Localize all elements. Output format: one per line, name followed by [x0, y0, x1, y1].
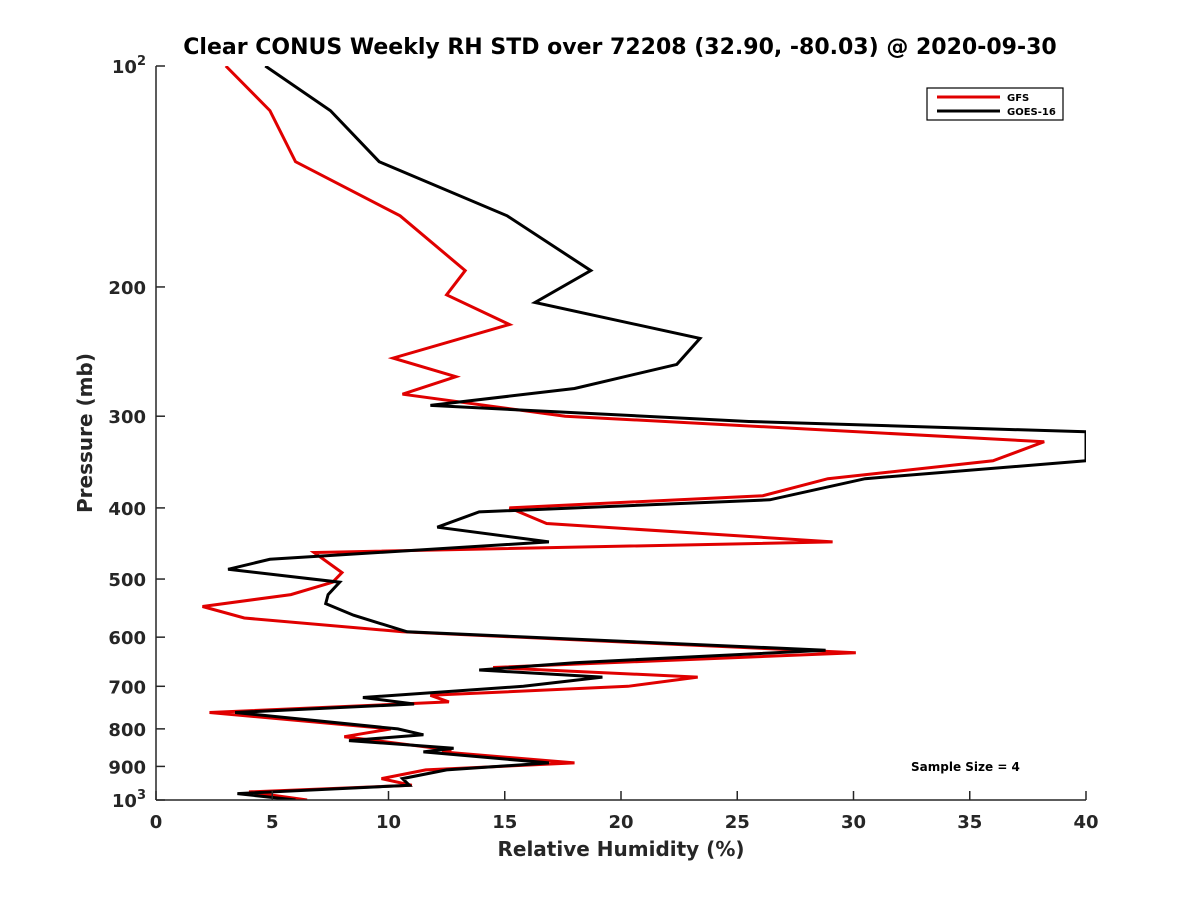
y-tick-label: 800 — [108, 720, 146, 741]
y-tick-label: 300 — [108, 407, 146, 428]
y-tick-label: 700 — [108, 677, 146, 698]
y-tick-exponent: 2 — [137, 54, 146, 69]
x-tick-label: 30 — [841, 812, 866, 833]
x-tick-label: 20 — [608, 812, 633, 833]
x-tick-label: 10 — [376, 812, 401, 833]
y-tick-label: 400 — [108, 499, 146, 520]
legend: GFS GOES-16 — [926, 87, 1064, 121]
plot-area — [156, 66, 1086, 800]
y-tick-label: 102 — [112, 54, 146, 78]
legend-label: GOES-16 — [1007, 107, 1056, 118]
x-tick-label: 0 — [150, 812, 163, 833]
y-tick-base: 10 — [112, 791, 137, 812]
legend-label: GFS — [1007, 93, 1029, 104]
series-layer — [202, 66, 1086, 800]
x-tick-label: 5 — [266, 812, 279, 833]
x-tick-label: 25 — [725, 812, 750, 833]
y-axis-label: Pressure (mb) — [73, 353, 97, 513]
chart-title: Clear CONUS Weekly RH STD over 72208 (32… — [183, 35, 1056, 60]
y-tick-exponent: 3 — [137, 788, 146, 803]
x-tick-label: 35 — [957, 812, 982, 833]
y-tick-label: 103 — [112, 788, 146, 812]
x-tick-label: 15 — [492, 812, 517, 833]
y-tick-label: 600 — [108, 628, 146, 649]
series-line-gfs — [202, 66, 1045, 800]
y-tick-base: 10 — [112, 57, 137, 78]
x-tick-label: 40 — [1073, 812, 1098, 833]
x-axis-label: Relative Humidity (%) — [497, 837, 744, 861]
legend-box — [926, 87, 1064, 121]
y-tick-label: 200 — [108, 278, 146, 299]
y-tick-label: 500 — [108, 570, 146, 591]
sample-size-annotation: Sample Size = 4 — [911, 760, 1020, 774]
y-tick-label: 900 — [108, 757, 146, 778]
x-axis-ticks: 0 5 10 15 20 25 30 35 40 — [150, 791, 1099, 833]
series-line-goes-16 — [227, 66, 1086, 800]
